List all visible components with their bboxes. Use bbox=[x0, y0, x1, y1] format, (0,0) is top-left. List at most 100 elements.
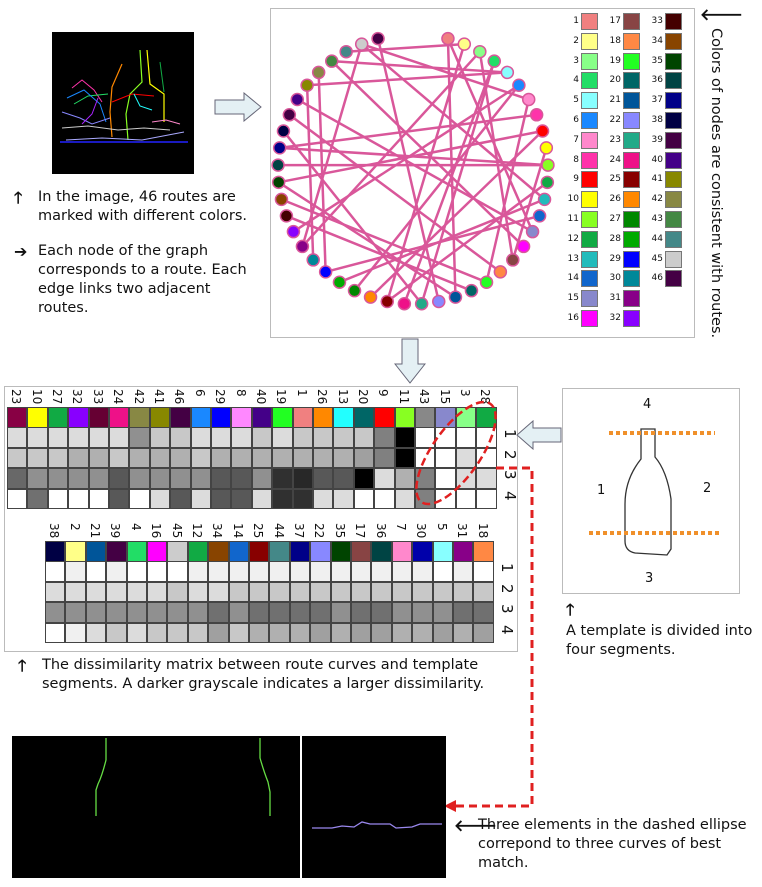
legend-number: 42 bbox=[651, 194, 663, 205]
matrix-cell bbox=[391, 581, 413, 602]
graph-node bbox=[276, 124, 291, 138]
matrix-cell bbox=[432, 561, 453, 582]
graph-edge bbox=[353, 84, 520, 292]
graph-node bbox=[306, 253, 320, 267]
matrix-column-header: 26 bbox=[315, 389, 330, 405]
graph-node bbox=[539, 141, 554, 155]
matrix-cell bbox=[330, 602, 351, 623]
matrix-cell bbox=[231, 468, 252, 489]
matrix-column-header: 8 bbox=[233, 389, 248, 397]
matrix-cell bbox=[129, 427, 150, 448]
matrix-cell bbox=[190, 488, 211, 509]
matrix-cell bbox=[394, 468, 415, 489]
matrix-cell bbox=[313, 488, 334, 509]
legend-number: 25 bbox=[609, 174, 621, 185]
matrix-swatch bbox=[371, 541, 392, 562]
segment-label-top: 4 bbox=[643, 397, 652, 412]
graph-node bbox=[354, 37, 369, 51]
graph-node bbox=[448, 290, 463, 304]
legend-number: 41 bbox=[651, 174, 663, 185]
legend-swatch bbox=[581, 112, 598, 129]
graph-node bbox=[272, 141, 287, 155]
purple-curve bbox=[312, 821, 442, 829]
legend-number: 32 bbox=[609, 313, 621, 323]
matrix-cell bbox=[45, 581, 66, 602]
matrix-cell bbox=[187, 561, 209, 582]
matrix-cell bbox=[45, 602, 66, 623]
matrix-swatch bbox=[88, 407, 109, 428]
graph-edge bbox=[307, 71, 508, 87]
legend-swatch bbox=[665, 72, 682, 90]
matrix-swatch bbox=[333, 407, 354, 428]
matrix-cell bbox=[65, 561, 86, 582]
matrix-cell bbox=[394, 447, 415, 468]
matrix-column-header: 9 bbox=[376, 389, 391, 397]
matrix-swatch bbox=[251, 407, 273, 428]
graph-node bbox=[464, 283, 479, 298]
legend-swatch bbox=[623, 270, 640, 288]
matrix-cell bbox=[65, 602, 86, 623]
matrix-cell bbox=[85, 581, 107, 602]
matrix-cell bbox=[453, 622, 474, 643]
legend-number: 22 bbox=[609, 115, 621, 125]
caption-node-route: ➔ Each node of the graph corresponds to … bbox=[14, 242, 247, 316]
matrix-column-header: 45 bbox=[169, 523, 184, 539]
matrix-cell bbox=[167, 622, 188, 643]
matrix-cell bbox=[47, 468, 69, 489]
legend-swatch bbox=[581, 92, 598, 110]
legend-number: 28 bbox=[609, 233, 621, 244]
matrix-column-header: 2 bbox=[67, 523, 82, 531]
matrix-top: 23 10 27 32 33 24 42 41 46 6 29 8 40 19 1 26 13 20 9 11 43 15… bbox=[5, 387, 519, 517]
matrix-cell bbox=[68, 468, 89, 489]
graph-node bbox=[473, 44, 487, 59]
matrix-cell bbox=[476, 488, 497, 509]
legend-number: 3 bbox=[573, 55, 579, 66]
matrix-column-header: 30 bbox=[414, 523, 429, 539]
matrix-cell bbox=[391, 622, 413, 643]
matrix-cell bbox=[453, 581, 474, 602]
matrix-swatch bbox=[109, 407, 130, 428]
matrix-cell bbox=[129, 488, 150, 509]
graph-panel: 1 2 3 4 5 6 7 8 9 10 11 12 13 14 15 16 17 18 19 20 21 22 23 24 2… bbox=[270, 8, 695, 338]
graph-node bbox=[347, 283, 362, 298]
matrix-cell bbox=[109, 447, 130, 468]
graph-node bbox=[290, 92, 305, 107]
matrix-cell bbox=[251, 468, 273, 489]
arrow-up-icon: 🡑 bbox=[18, 656, 27, 675]
matrix-cell bbox=[126, 622, 147, 643]
graph-edge bbox=[292, 84, 520, 233]
legend-swatch bbox=[581, 230, 598, 248]
graph-node bbox=[535, 124, 550, 138]
legend-swatch bbox=[623, 211, 640, 228]
legend-number: 38 bbox=[651, 115, 663, 125]
matrix-cell bbox=[68, 447, 89, 468]
matrix-column-header: 16 bbox=[149, 523, 164, 539]
legend-swatch bbox=[581, 72, 598, 90]
matrix-cell bbox=[374, 488, 395, 509]
matrix-cell bbox=[170, 427, 191, 448]
graph-node bbox=[380, 294, 394, 309]
matrix-cell bbox=[412, 561, 433, 582]
graph-edge bbox=[277, 181, 457, 299]
matrix-cell bbox=[473, 622, 494, 643]
matrix-cell bbox=[68, 427, 89, 448]
block-arrow-down-icon bbox=[394, 338, 426, 384]
graph-node bbox=[300, 78, 314, 93]
matrix-cell bbox=[251, 427, 273, 448]
graph-edge bbox=[279, 113, 537, 150]
legend-swatch bbox=[623, 92, 640, 110]
caption-three-elements: 🡐 Three elements in the dashed ellipse c… bbox=[454, 816, 747, 871]
matrix-swatch bbox=[269, 541, 290, 562]
graph-node bbox=[397, 296, 412, 311]
legend-number: 15 bbox=[567, 293, 579, 304]
matrix-column-header: 25 bbox=[251, 523, 266, 539]
matrix-column-header: 24 bbox=[111, 389, 126, 405]
matrix-cell bbox=[432, 581, 453, 602]
matrix-cell bbox=[228, 602, 249, 623]
matrix-cell bbox=[190, 468, 211, 489]
legend-swatch bbox=[581, 171, 598, 189]
legend-number: 7 bbox=[573, 134, 579, 145]
legend-number: 12 bbox=[567, 233, 579, 244]
matrix-swatch bbox=[27, 407, 48, 428]
matrix-cell bbox=[187, 581, 209, 602]
